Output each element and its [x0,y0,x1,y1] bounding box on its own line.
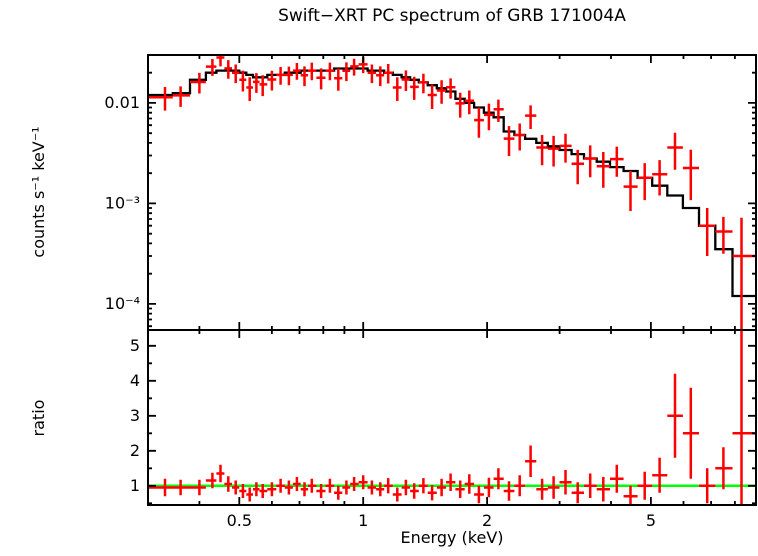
axis-ticks [147,55,756,505]
model-histogram [148,67,756,298]
y-tick-label-ratio: 1 [130,476,140,495]
x-tick-label: 5 [646,511,656,530]
plot-title: Swift−XRT PC spectrum of GRB 171004A [278,6,626,26]
y-tick-label-ratio: 2 [130,441,140,460]
x-tick-label: 2 [482,511,492,530]
spectrum-data-points [148,55,756,330]
y-tick-label-ratio: 4 [130,371,140,390]
x-tick-label: 0.5 [227,511,252,530]
x-axis-label: Energy (keV) [400,528,504,547]
y-tick-label-counts: 10⁻³ [105,193,140,212]
spectrum-panel-content [148,55,756,330]
ratio-panel-frame [147,329,757,506]
ratio-data-points [148,330,756,505]
y-tick-label-counts: 10⁻⁴ [105,294,140,313]
y-tick-label-ratio: 3 [130,406,140,425]
x-tick-label: 1 [358,511,368,530]
ratio-panel-content [148,330,756,505]
spectrum-panel-frame [147,54,757,331]
y-tick-label-counts: 0.01 [104,93,140,112]
y-tick-label-ratio: 5 [130,336,140,355]
